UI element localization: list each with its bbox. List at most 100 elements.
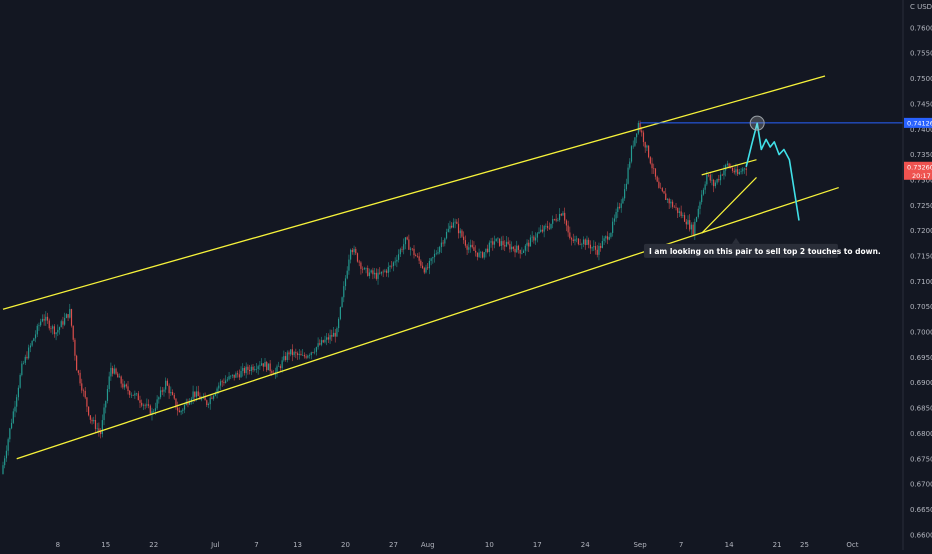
top-touch-circle-marker[interactable] [749, 115, 765, 131]
candle-body-371 [637, 123, 639, 134]
candle-body-228 [392, 262, 395, 267]
candle-body-134 [231, 374, 234, 376]
candle-body-188 [324, 339, 326, 343]
y-tick-label-14: 0.73000 [910, 176, 932, 184]
candle-body-27 [48, 320, 50, 329]
y-tick-label-5: 0.68500 [910, 405, 932, 413]
candle-body-93 [161, 390, 163, 392]
candle-body-137 [237, 373, 239, 375]
candle-body-425 [730, 167, 732, 168]
candle-body-2 [5, 450, 8, 459]
candle-body-380 [653, 168, 655, 169]
annotation-box[interactable] [643, 243, 838, 258]
candle-body-285 [490, 241, 492, 243]
time-axis[interactable]: Jun81522Jul7132027Aug101724Sep7142125Oct [0, 541, 859, 549]
x-tick-label-2: 15 [101, 541, 110, 549]
candle-body-222 [382, 271, 384, 273]
candle-body-373 [641, 130, 643, 133]
candle-body-390 [670, 201, 672, 204]
candle-body-267 [459, 230, 461, 234]
candle-body-364 [625, 183, 627, 190]
candle-body-8 [16, 397, 18, 407]
candle-body-415 [713, 179, 715, 187]
candle-body-102 [177, 407, 179, 411]
candle-body-10 [19, 374, 21, 388]
candle-body-203 [350, 249, 352, 260]
candle-body-238 [409, 248, 412, 250]
candle-body-343 [589, 244, 591, 249]
candle-body-408 [701, 194, 703, 203]
candle-body-216 [372, 270, 374, 275]
x-tick-label-11: 17 [533, 541, 542, 549]
candle-body-16 [29, 345, 31, 348]
candle-body-245 [421, 265, 424, 269]
y-tick-label-16: 0.74000 [910, 126, 932, 134]
x-tick-label-5: 7 [254, 541, 258, 549]
candle-body-254 [437, 252, 439, 254]
drawings[interactable] [2, 75, 903, 460]
wedge-lower-line[interactable] [701, 176, 757, 234]
candle-body-182 [314, 351, 316, 353]
candle-body-394 [677, 207, 679, 213]
candle-body-33 [58, 327, 61, 330]
candle-body-309 [531, 236, 533, 238]
candle-body-13 [24, 356, 26, 363]
candle-body-144 [249, 369, 251, 372]
candle-body-84 [146, 404, 148, 406]
candle-body-377 [648, 145, 650, 158]
candle-body-247 [425, 267, 427, 273]
current-price-tag [904, 161, 932, 180]
candle-body-423 [726, 163, 728, 165]
candle-body-224 [386, 270, 388, 273]
candle-body-293 [504, 245, 506, 247]
candle-body-132 [228, 376, 230, 380]
candle-body-41 [72, 325, 74, 340]
candle-body-47 [82, 390, 85, 392]
candle-body-331 [569, 232, 571, 239]
candle-body-259 [445, 231, 448, 239]
candle-body-19 [34, 334, 37, 339]
candle-body-170 [293, 352, 295, 356]
candle-body-178 [307, 355, 309, 358]
candle-body-328 [564, 212, 566, 221]
candle-body-365 [627, 167, 629, 184]
candle-body-374 [642, 132, 645, 143]
candle-body-352 [605, 236, 607, 239]
candle-body-213 [367, 267, 369, 276]
candle-body-322 [553, 219, 556, 220]
candle-body-413 [709, 174, 711, 181]
candle-body-381 [654, 168, 657, 177]
candle-body-300 [516, 245, 518, 253]
candle-body-311 [534, 237, 537, 241]
candle-body-263 [452, 222, 454, 228]
candle-body-21 [38, 325, 40, 326]
candle-body-295 [507, 241, 509, 244]
candle-body-379 [651, 163, 653, 169]
candle-body-49 [86, 397, 88, 407]
price-axis[interactable]: 0.66000 0.66500 0.67000 0.67500 0.68000 0.685… [910, 24, 932, 539]
candle-body-54 [94, 419, 97, 429]
candle-body-129 [223, 382, 225, 384]
channel-upper-line[interactable] [2, 75, 826, 310]
candle-body-105 [182, 409, 184, 411]
x-tick-label-3: 22 [149, 541, 158, 549]
candle-body-24 [43, 318, 45, 321]
candle-body-38 [67, 314, 69, 318]
candle-body-280 [481, 252, 484, 258]
candle-body-40 [70, 309, 73, 326]
candle-body-405 [695, 216, 698, 222]
candle-body-218 [375, 272, 377, 279]
candle-body-345 [593, 246, 595, 248]
candle-body-301 [517, 245, 520, 250]
candle-body-60 [105, 400, 107, 408]
candle-body-252 [433, 253, 436, 258]
candle-body-128 [221, 381, 223, 383]
candle-body-312 [536, 233, 538, 238]
candle-body-220 [379, 272, 381, 274]
candle-body-240 [413, 248, 415, 256]
candle-body-127 [219, 381, 222, 386]
candle-body-388 [666, 198, 669, 200]
